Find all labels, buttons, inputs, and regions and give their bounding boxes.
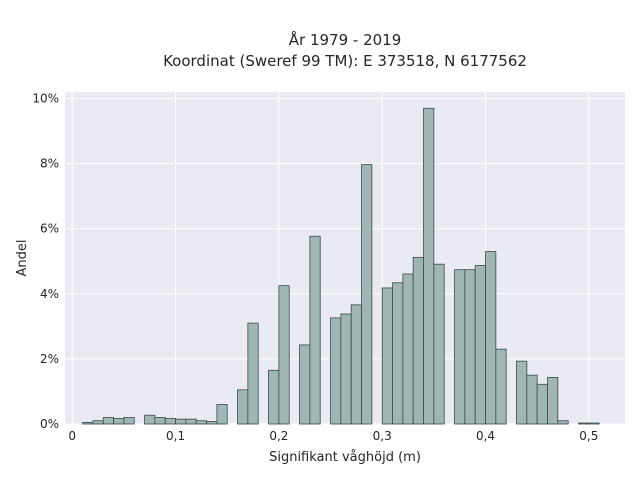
histogram-bar [578, 422, 590, 425]
histogram-bar [423, 107, 435, 425]
x-gridlines [71, 92, 590, 424]
histogram-bar [516, 360, 528, 425]
histogram-bar [195, 420, 207, 425]
histogram-bar [247, 322, 259, 425]
x-tick-label: 0,4 [476, 429, 495, 443]
histogram-bar [113, 418, 125, 425]
histogram-bar [299, 344, 311, 425]
histogram-bar [454, 269, 466, 425]
histogram-bar [392, 282, 404, 425]
histogram-bar [92, 420, 104, 425]
histogram-bar [361, 164, 373, 425]
histogram-bar [485, 251, 497, 425]
histogram-bar [268, 369, 280, 425]
x-tick-label: 0,3 [373, 429, 392, 443]
x-axis-label: Signifikant våghöjd (m) [269, 450, 421, 465]
histogram-bars [82, 107, 600, 425]
y-tick-label: 6% [40, 222, 59, 236]
histogram-bar [82, 421, 94, 425]
histogram-bar [164, 418, 176, 425]
y-tick-label: 0% [40, 417, 59, 431]
histogram-bar [588, 422, 600, 425]
histogram-bar [123, 417, 135, 425]
histogram-bar [175, 418, 187, 425]
histogram-bar [340, 313, 352, 425]
chart-title-line2: Koordinat (Sweref 99 TM): E 373518, N 61… [163, 52, 527, 70]
histogram-bar [206, 420, 218, 425]
histogram-bar [412, 256, 424, 425]
x-tick-label: 0,2 [269, 429, 288, 443]
x-tick-labels: 0 0,1 0,2 0,3 0,4 0,5 [68, 429, 598, 443]
histogram-bar [237, 389, 249, 425]
chart-title-line1: År 1979 - 2019 [289, 30, 402, 49]
histogram-bar [216, 404, 228, 425]
histogram-bar [526, 374, 538, 425]
histogram-bar [433, 263, 445, 425]
histogram-bar [102, 417, 114, 425]
y-tick-label: 8% [40, 157, 59, 171]
y-tick-labels: 0% 2% 4% 6% 8% 10% [32, 92, 59, 431]
histogram-bar [402, 273, 414, 425]
histogram-bar [154, 417, 166, 425]
histogram-bar [350, 304, 362, 425]
histogram-bar [144, 414, 156, 425]
histogram-bar [547, 377, 559, 425]
histogram-bar [557, 420, 569, 425]
y-tick-label: 10% [32, 92, 59, 106]
histogram-bar [536, 383, 548, 425]
histogram-bar [381, 287, 393, 425]
histogram-bar [464, 269, 476, 425]
x-tick-label: 0 [68, 429, 76, 443]
histogram-bar [278, 285, 290, 425]
histogram-bar [309, 235, 321, 425]
x-tick-label: 0,5 [579, 429, 598, 443]
x-tick-label: 0,1 [166, 429, 185, 443]
histogram-bar [330, 317, 342, 425]
y-axis-label: Andel [15, 240, 30, 277]
histogram-bar [495, 348, 507, 425]
y-tick-label: 2% [40, 352, 59, 366]
y-tick-label: 4% [40, 287, 59, 301]
histogram-bar [185, 418, 197, 425]
histogram-bar [474, 265, 486, 425]
